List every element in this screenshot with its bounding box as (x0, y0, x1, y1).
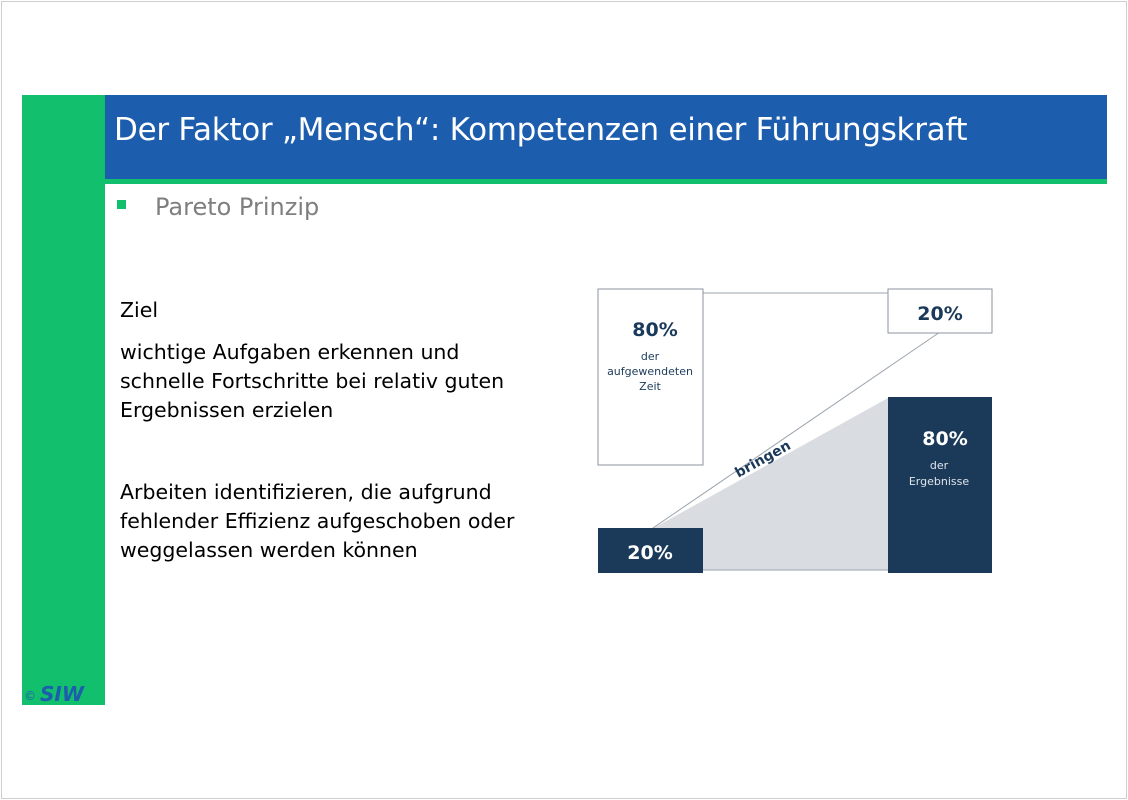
secondary-line-3: weggelassen werden können (120, 538, 418, 562)
secondary-line-2: fehlender Effizienz aufgeschoben oder (120, 509, 515, 533)
goal-line-2: schnelle Fortschritte bei relativ guten (120, 369, 505, 393)
secondary-line-1: Arbeiten identifizieren, die aufgrund (120, 480, 492, 504)
slide-subtitle: Pareto Prinzip (155, 193, 320, 221)
results-percent: 80% (922, 428, 967, 450)
title-bar (105, 95, 1107, 179)
bullet-icon (117, 200, 126, 209)
time-label-1: der (641, 350, 660, 363)
time-label-2: aufgewendeten (607, 365, 693, 378)
bottom-left-box (598, 528, 703, 573)
top-right-percent: 20% (917, 303, 962, 325)
time-label-3: Zeit (639, 380, 661, 393)
goal-line-1: wichtige Aufgaben erkennen und (120, 340, 460, 364)
time-percent: 80% (632, 319, 677, 341)
slide-title: Der Faktor „Mensch“: Kompetenzen einer F… (114, 112, 968, 148)
green-sidebar-bar (22, 95, 105, 705)
title-underline (105, 179, 1107, 184)
goal-heading: Ziel (120, 298, 159, 322)
results-label-2: Ergebnisse (909, 475, 970, 488)
pareto-diagram: 80% der aufgewendeten Zeit 20% 80% der E… (597, 288, 993, 573)
time-box (597, 288, 704, 466)
goal-line-3: Ergebnissen erzielen (120, 398, 334, 422)
diagonal-line (649, 331, 941, 531)
bottom-left-percent: 20% (627, 542, 672, 564)
copyright-symbol: © (24, 689, 36, 703)
results-label-1: der (930, 459, 949, 472)
gray-area (650, 398, 888, 570)
results-box (888, 397, 992, 573)
logo-text: SIW (40, 683, 85, 705)
top-right-box (887, 288, 993, 334)
siw-logo: © SIW (24, 683, 85, 705)
